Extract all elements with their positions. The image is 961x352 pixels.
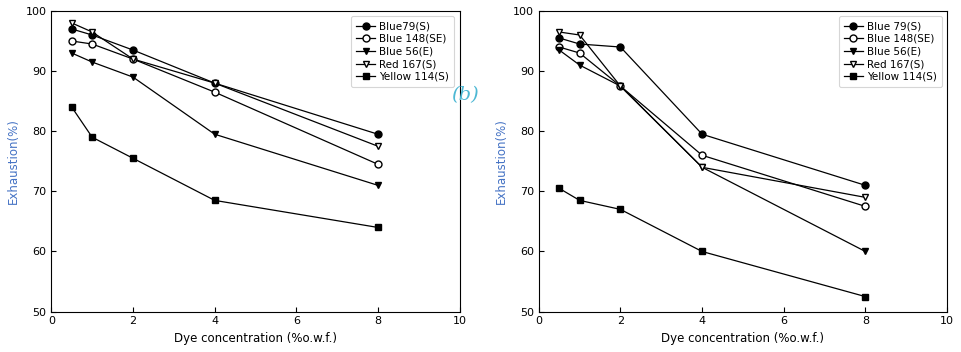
Legend: Blue79(S), Blue 148(SE), Blue 56(E), Red 167(S), Yellow 114(S): Blue79(S), Blue 148(SE), Blue 56(E), Red… <box>351 16 455 87</box>
Blue 56(E) <box>697 165 708 169</box>
Legend: Blue 79(S), Blue 148(SE), Blue 56(E), Red 167(S), Yellow 114(S): Blue 79(S), Blue 148(SE), Blue 56(E), Re… <box>839 16 942 87</box>
Blue 148(SE) <box>860 204 872 208</box>
Line: Blue79(S): Blue79(S) <box>68 25 382 138</box>
Line: Blue 56(E): Blue 56(E) <box>555 46 869 255</box>
Blue79(S) <box>127 48 138 52</box>
Yellow 114(S) <box>615 207 627 212</box>
Yellow 114(S) <box>127 156 138 161</box>
Line: Yellow 114(S): Yellow 114(S) <box>68 104 382 231</box>
Line: Red 167(S): Red 167(S) <box>555 29 869 201</box>
X-axis label: Dye concentration (%o.w.f.): Dye concentration (%o.w.f.) <box>174 332 337 345</box>
Yellow 114(S) <box>574 198 585 202</box>
Line: Yellow 114(S): Yellow 114(S) <box>555 185 869 300</box>
Blue79(S) <box>209 81 220 85</box>
Blue 79(S) <box>615 45 627 49</box>
Yellow 114(S) <box>697 249 708 253</box>
Blue 148(SE) <box>86 42 98 46</box>
Red 167(S) <box>86 30 98 34</box>
Y-axis label: Exhaustion(%): Exhaustion(%) <box>494 118 507 204</box>
Red 167(S) <box>574 33 585 37</box>
Blue 148(SE) <box>697 153 708 157</box>
Blue 148(SE) <box>66 39 78 43</box>
Blue79(S) <box>372 132 383 136</box>
Y-axis label: Exhaustion(%): Exhaustion(%) <box>7 118 20 204</box>
Blue 56(E) <box>574 63 585 67</box>
Blue 56(E) <box>86 60 98 64</box>
Blue 56(E) <box>554 48 565 52</box>
Red 167(S) <box>66 21 78 25</box>
Blue 148(SE) <box>127 57 138 61</box>
Blue 56(E) <box>209 132 220 136</box>
Line: Blue 79(S): Blue 79(S) <box>555 34 869 189</box>
Blue 56(E) <box>66 51 78 55</box>
Yellow 114(S) <box>554 186 565 190</box>
Blue 56(E) <box>127 75 138 79</box>
Blue 56(E) <box>860 249 872 253</box>
Yellow 114(S) <box>66 105 78 109</box>
Text: (b): (b) <box>452 86 480 104</box>
Blue 56(E) <box>615 84 627 88</box>
Blue 79(S) <box>697 132 708 136</box>
Red 167(S) <box>554 30 565 34</box>
Line: Blue 148(SE): Blue 148(SE) <box>555 44 869 210</box>
Blue 148(SE) <box>209 90 220 94</box>
Line: Red 167(S): Red 167(S) <box>68 19 382 150</box>
Line: Blue 148(SE): Blue 148(SE) <box>68 38 382 168</box>
Blue 79(S) <box>860 183 872 188</box>
Blue79(S) <box>66 27 78 31</box>
Blue 56(E) <box>372 183 383 188</box>
X-axis label: Dye concentration (%o.w.f.): Dye concentration (%o.w.f.) <box>661 332 825 345</box>
Red 167(S) <box>615 84 627 88</box>
Blue 79(S) <box>554 36 565 40</box>
Yellow 114(S) <box>860 295 872 299</box>
Blue 79(S) <box>574 42 585 46</box>
Red 167(S) <box>209 81 220 85</box>
Blue79(S) <box>86 33 98 37</box>
Red 167(S) <box>697 165 708 169</box>
Blue 148(SE) <box>372 162 383 166</box>
Blue 148(SE) <box>554 45 565 49</box>
Blue 148(SE) <box>574 51 585 55</box>
Yellow 114(S) <box>209 198 220 202</box>
Line: Blue 56(E): Blue 56(E) <box>68 50 382 189</box>
Red 167(S) <box>860 195 872 200</box>
Blue 148(SE) <box>615 84 627 88</box>
Yellow 114(S) <box>86 135 98 139</box>
Red 167(S) <box>127 57 138 61</box>
Yellow 114(S) <box>372 225 383 230</box>
Red 167(S) <box>372 144 383 149</box>
